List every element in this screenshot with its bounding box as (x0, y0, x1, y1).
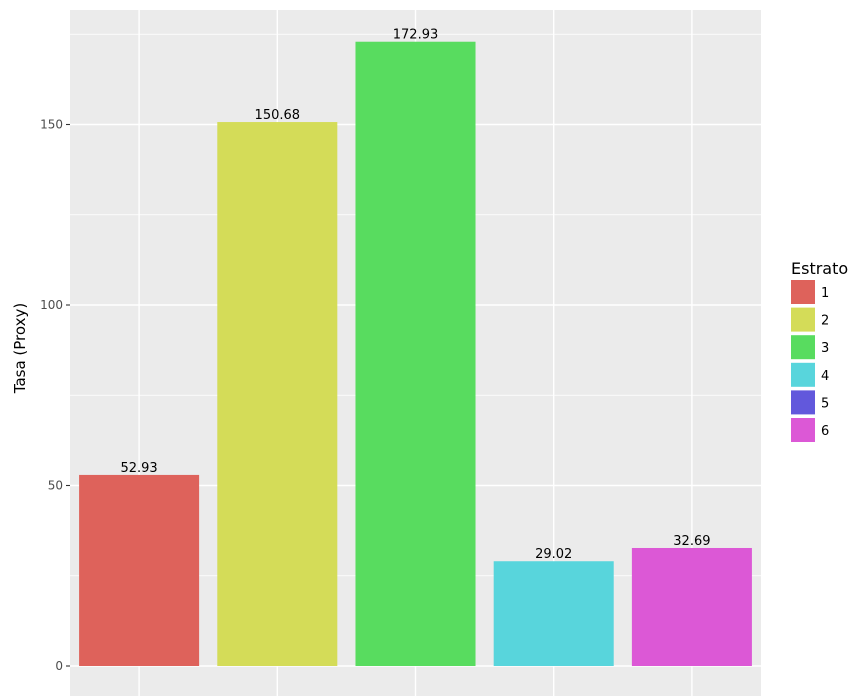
bar-estrato-3 (355, 41, 476, 666)
bar-estrato-4 (493, 561, 614, 666)
legend-label-2: 2 (821, 314, 829, 329)
legend-label-1: 1 (821, 286, 829, 301)
data-label-estrato-2: 150.68 (255, 108, 301, 123)
legend-title: Estrato (791, 259, 848, 278)
legend: Estrato 1 2 3 4 5 6 (791, 259, 848, 442)
legend-label-4: 4 (821, 369, 829, 384)
data-label-estrato-6: 32.69 (673, 534, 710, 549)
y-tick-label: 100 (40, 298, 63, 312)
y-tick-label: 0 (55, 659, 63, 673)
bar-estrato-6 (631, 547, 752, 666)
bar-estrato-2 (217, 122, 338, 667)
legend-key-4 (791, 362, 815, 387)
data-label-estrato-4: 29.02 (535, 547, 572, 562)
bar-estrato-1 (79, 474, 200, 666)
legend-key-2 (791, 307, 815, 332)
bars (79, 41, 752, 667)
legend-key-6 (791, 418, 815, 442)
data-label-estrato-1: 52.93 (120, 461, 157, 476)
data-label-estrato-3: 172.93 (393, 28, 439, 43)
y-tick-label: 50 (48, 479, 63, 493)
legend-key-3 (791, 335, 815, 360)
y-axis: 0 50 100 150 (40, 118, 70, 673)
data-labels: 52.93 150.68 172.93 29.02 32.69 (120, 28, 710, 563)
legend-label-5: 5 (821, 396, 829, 411)
y-tick-label: 150 (40, 118, 63, 132)
legend-key-5 (791, 390, 815, 415)
legend-label-6: 6 (821, 424, 829, 439)
legend-label-3: 3 (821, 341, 829, 356)
y-axis-title: Tasa (Proxy) (11, 303, 29, 394)
legend-key-1 (791, 280, 815, 304)
